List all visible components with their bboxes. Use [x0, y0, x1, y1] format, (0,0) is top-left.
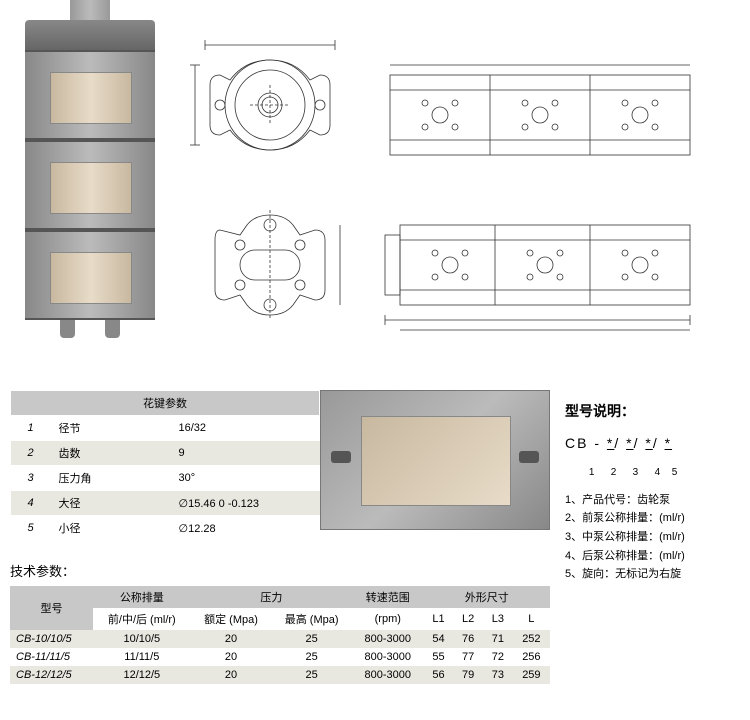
tables-area: 花键参数 1 径节 16/322 齿数 93 压力角 30°4 大径 ∅15.4…	[10, 390, 550, 684]
spline-row: 1 径节 16/32	[11, 416, 320, 441]
cell-rpm: 800-3000	[352, 666, 424, 684]
cell-disp: 12/12/5	[93, 666, 191, 684]
drawings-middle	[180, 10, 360, 370]
port-view-drawing	[185, 200, 355, 330]
cell-rpm: 800-3000	[352, 630, 424, 648]
cell-rated: 20	[191, 666, 272, 684]
spline-row: 3 压力角 30°	[11, 466, 320, 491]
col-disp-sub: 前/中/后 (ml/r)	[93, 608, 191, 630]
cell-L: 259	[513, 666, 550, 684]
bottom-section: 花键参数 1 径节 16/322 齿数 93 压力角 30°4 大径 ∅15.4…	[0, 380, 750, 694]
cell-rated: 20	[191, 648, 272, 666]
spline-title: 花键参数	[11, 391, 320, 416]
pump-feet	[25, 320, 155, 340]
spline-label: 压力角	[51, 466, 171, 491]
spline-label: 大径	[51, 491, 171, 516]
cell-L1: 55	[424, 648, 454, 666]
cell-L2: 76	[453, 630, 483, 648]
spline-value: 9	[171, 441, 320, 466]
spline-value: ∅15.46 0 -0.123	[171, 491, 320, 516]
col-L3: L3	[483, 608, 513, 630]
cell-rpm: 800-3000	[352, 648, 424, 666]
spec-row: CB-12/12/5 12/12/5 20 25 800-3000 56 79 …	[10, 666, 550, 684]
spline-row: 4 大径 ∅15.46 0 -0.123	[11, 491, 320, 516]
cell-max: 25	[271, 648, 352, 666]
col-pressure: 压力	[191, 586, 352, 608]
cell-rated: 20	[191, 630, 272, 648]
col-L2: L2	[453, 608, 483, 630]
drawings-right	[370, 10, 710, 370]
spline-value: ∅12.28	[171, 516, 320, 541]
bolt-icon	[519, 451, 539, 463]
cell-disp: 11/11/5	[93, 648, 191, 666]
spec-table: 型号 公称排量 压力 转速范围 外形尺寸 前/中/后 (ml/r) 额定 (Mp…	[10, 586, 550, 684]
col-displacement: 公称排量	[93, 586, 191, 608]
spline-label: 径节	[51, 416, 171, 441]
cell-disp: 10/10/5	[93, 630, 191, 648]
model-desc-item: 4、后泵公称排量：(ml/r)	[565, 547, 735, 566]
side-view-bottom	[380, 200, 700, 350]
pump-section-3	[25, 230, 155, 320]
pump-closeup-photo	[320, 390, 550, 530]
col-rated: 额定 (Mpa)	[191, 608, 272, 630]
spline-label: 小径	[51, 516, 171, 541]
model-desc-title: 型号说明：	[565, 400, 735, 422]
col-rpm: (rpm)	[352, 608, 424, 630]
col-max: 最高 (Mpa)	[271, 608, 352, 630]
top-section	[0, 0, 750, 380]
cell-L1: 54	[424, 630, 454, 648]
cell-L2: 79	[453, 666, 483, 684]
cell-model: CB-11/11/5	[10, 648, 93, 666]
pump-section-2	[25, 140, 155, 230]
pump-flange	[25, 20, 155, 50]
spline-idx: 2	[11, 441, 51, 466]
cell-max: 25	[271, 630, 352, 648]
cell-model: CB-10/10/5	[10, 630, 93, 648]
model-desc-item: 2、前泵公称排量：(ml/r)	[565, 509, 735, 528]
col-L1: L1	[424, 608, 454, 630]
pump-photo	[10, 10, 170, 370]
spline-value: 16/32	[171, 416, 320, 441]
cell-max: 25	[271, 666, 352, 684]
col-model: 型号	[10, 586, 93, 630]
col-dims: 外形尺寸	[424, 586, 550, 608]
spec-row: CB-11/11/5 11/11/5 20 25 800-3000 55 77 …	[10, 648, 550, 666]
spline-idx: 5	[11, 516, 51, 541]
spline-idx: 3	[11, 466, 51, 491]
model-formula: CB - */ */ */ * 1 2 3 4 5	[565, 432, 735, 480]
cell-L: 256	[513, 648, 550, 666]
pump-section-1	[25, 50, 155, 140]
spline-value: 30°	[171, 466, 320, 491]
model-desc-item: 3、中泵公称排量：(ml/r)	[565, 528, 735, 547]
cell-L3: 73	[483, 666, 513, 684]
spline-idx: 4	[11, 491, 51, 516]
spline-row: 2 齿数 9	[11, 441, 320, 466]
cell-model: CB-12/12/5	[10, 666, 93, 684]
model-desc-item: 1、产品代号：齿轮泵	[565, 491, 735, 510]
spline-row: 5 小径 ∅12.28	[11, 516, 320, 541]
cell-L3: 72	[483, 648, 513, 666]
col-speed: 转速范围	[352, 586, 424, 608]
model-description: 型号说明： CB - */ */ */ * 1 2 3 4 5 1、产品代号：齿…	[560, 390, 740, 684]
cell-L2: 77	[453, 648, 483, 666]
cell-L: 252	[513, 630, 550, 648]
pump-3d-render	[25, 20, 155, 360]
model-desc-item: 5、旋向：无标记为右旋	[565, 565, 735, 584]
spline-label: 齿数	[51, 441, 171, 466]
tech-params-label: 技术参数：	[10, 561, 550, 580]
side-view-top	[380, 50, 700, 180]
model-desc-list: 1、产品代号：齿轮泵2、前泵公称排量：(ml/r)3、中泵公称排量：(ml/r)…	[565, 491, 735, 584]
spline-idx: 1	[11, 416, 51, 441]
bolt-icon	[331, 451, 351, 463]
spec-row: CB-10/10/5 10/10/5 20 25 800-3000 54 76 …	[10, 630, 550, 648]
front-view-drawing	[185, 30, 355, 180]
cell-L1: 56	[424, 666, 454, 684]
spline-params-table: 花键参数 1 径节 16/322 齿数 93 压力角 30°4 大径 ∅15.4…	[10, 390, 320, 541]
cell-L3: 71	[483, 630, 513, 648]
col-L: L	[513, 608, 550, 630]
